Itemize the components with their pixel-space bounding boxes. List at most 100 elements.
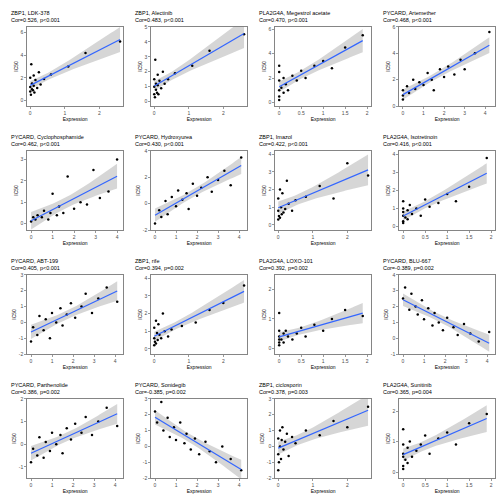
- svg-text:0: 0: [153, 358, 156, 364]
- svg-text:2: 2: [268, 186, 271, 192]
- svg-text:1: 1: [51, 234, 54, 240]
- svg-text:IC50: IC50: [261, 61, 267, 72]
- svg-text:0: 0: [392, 469, 395, 475]
- svg-text:0.5: 0.5: [422, 482, 429, 488]
- svg-text:IC50: IC50: [385, 433, 391, 444]
- svg-text:1.5: 1.5: [466, 482, 473, 488]
- svg-text:0: 0: [144, 443, 147, 449]
- svg-text:4: 4: [392, 151, 395, 157]
- svg-text:2: 2: [144, 411, 147, 417]
- svg-text:1: 1: [144, 427, 147, 433]
- svg-text:Expression: Expression: [63, 364, 88, 370]
- svg-text:0: 0: [20, 220, 23, 226]
- svg-text:2: 2: [144, 174, 147, 180]
- svg-text:Expression: Expression: [63, 116, 88, 122]
- svg-text:3: 3: [392, 169, 395, 175]
- svg-text:Expression: Expression: [311, 116, 336, 122]
- svg-text:0: 0: [392, 103, 395, 109]
- svg-text:PYCARD, ABT-199Cor=0.405, p<0.: PYCARD, ABT-199Cor=0.405, p<0.001: [11, 258, 60, 271]
- svg-text:3: 3: [217, 234, 220, 240]
- svg-text:6: 6: [268, 26, 271, 32]
- svg-text:1: 1: [322, 110, 325, 116]
- svg-text:2: 2: [366, 358, 369, 364]
- svg-text:ZBP1, LDK-378Cor=0.526, p<0.00: ZBP1, LDK-378Cor=0.526, p<0.001: [11, 10, 60, 23]
- svg-text:0: 0: [268, 99, 271, 105]
- svg-text:0: 0: [392, 223, 395, 229]
- svg-text:4: 4: [114, 482, 117, 488]
- svg-text:3: 3: [93, 358, 96, 364]
- svg-text:Expression: Expression: [187, 116, 212, 122]
- svg-text:2: 2: [268, 75, 271, 81]
- svg-text:1: 1: [63, 110, 66, 116]
- svg-text:2: 2: [444, 358, 447, 364]
- svg-text:4: 4: [114, 358, 117, 364]
- svg-text:2: 2: [392, 303, 395, 309]
- svg-text:0: 0: [144, 98, 147, 104]
- svg-text:4: 4: [392, 272, 395, 278]
- svg-text:IC50: IC50: [385, 185, 391, 196]
- svg-text:IC50: IC50: [137, 61, 143, 72]
- svg-text:1.5: 1.5: [466, 234, 473, 240]
- svg-text:2: 2: [490, 234, 493, 240]
- svg-text:2: 2: [20, 75, 23, 81]
- svg-text:Expression: Expression: [311, 488, 336, 494]
- svg-text:2: 2: [268, 411, 271, 417]
- svg-text:-2: -2: [267, 475, 272, 481]
- svg-text:4: 4: [144, 148, 147, 154]
- svg-text:0: 0: [154, 482, 157, 488]
- svg-text:PLA2G4A, SunitinibCor=0.365, p: PLA2G4A, SunitinibCor=0.365, p=0.004: [383, 382, 432, 395]
- svg-text:0: 0: [402, 110, 405, 116]
- svg-text:2: 2: [73, 234, 76, 240]
- svg-text:1: 1: [311, 234, 314, 240]
- svg-text:3: 3: [20, 156, 23, 162]
- svg-text:1: 1: [175, 482, 178, 488]
- svg-text:0: 0: [278, 110, 281, 116]
- svg-text:Expression: Expression: [187, 364, 212, 370]
- svg-text:4: 4: [268, 50, 271, 56]
- svg-text:2: 2: [222, 110, 225, 116]
- svg-text:IC50: IC50: [13, 61, 19, 72]
- svg-text:ZBP1, rifeCor=0.394, p=0.002: ZBP1, rifeCor=0.394, p=0.002: [135, 258, 184, 271]
- svg-text:0.5: 0.5: [298, 110, 305, 116]
- svg-text:1.5: 1.5: [342, 110, 349, 116]
- svg-text:PLA2G4A, LOXO-101Cor=0.392, p=: PLA2G4A, LOXO-101Cor=0.392, p=0.002: [259, 258, 313, 271]
- svg-text:4: 4: [144, 39, 147, 45]
- svg-text:3: 3: [144, 293, 147, 299]
- svg-text:4: 4: [20, 52, 23, 58]
- svg-text:2: 2: [392, 408, 395, 414]
- svg-text:IC50: IC50: [261, 309, 267, 320]
- svg-text:1: 1: [20, 418, 23, 424]
- svg-text:PYCARD, HydroxyureaCor=0.430,: PYCARD, HydroxyureaCor=0.430, p<0.001: [135, 134, 193, 147]
- svg-text:0: 0: [278, 358, 281, 364]
- svg-text:2: 2: [490, 482, 493, 488]
- svg-text:0: 0: [392, 335, 395, 341]
- svg-text:1: 1: [322, 358, 325, 364]
- svg-text:3: 3: [392, 287, 395, 293]
- svg-text:1: 1: [268, 204, 271, 210]
- svg-text:PYCARD, SonidegibCor=-0.385, p: PYCARD, SonidegibCor=-0.385, p=0.002: [135, 382, 186, 395]
- svg-text:0: 0: [402, 358, 405, 364]
- svg-text:1: 1: [423, 358, 426, 364]
- svg-text:Expression: Expression: [63, 488, 88, 494]
- svg-text:Expression: Expression: [63, 240, 88, 246]
- svg-text:Expression: Expression: [435, 488, 460, 494]
- svg-text:Expression: Expression: [187, 240, 212, 246]
- svg-text:-2: -2: [143, 227, 148, 233]
- svg-text:1: 1: [311, 482, 314, 488]
- svg-text:ZBP1, AlectinibCor=0.483, p<0.: ZBP1, AlectinibCor=0.483, p<0.001: [135, 10, 184, 23]
- svg-text:2: 2: [20, 178, 23, 184]
- svg-text:IC50: IC50: [135, 185, 141, 196]
- svg-text:3: 3: [268, 169, 271, 175]
- svg-text:2: 2: [72, 482, 75, 488]
- svg-text:1: 1: [392, 205, 395, 211]
- svg-text:Expression: Expression: [311, 240, 336, 246]
- svg-text:1: 1: [51, 358, 54, 364]
- svg-text:6: 6: [20, 29, 23, 35]
- svg-text:4: 4: [238, 234, 241, 240]
- svg-text:Expression: Expression: [187, 488, 212, 494]
- svg-text:1: 1: [422, 110, 425, 116]
- svg-text:-1: -1: [267, 459, 272, 465]
- svg-text:0: 0: [20, 97, 23, 103]
- svg-text:2: 2: [346, 234, 349, 240]
- svg-text:3: 3: [144, 396, 147, 402]
